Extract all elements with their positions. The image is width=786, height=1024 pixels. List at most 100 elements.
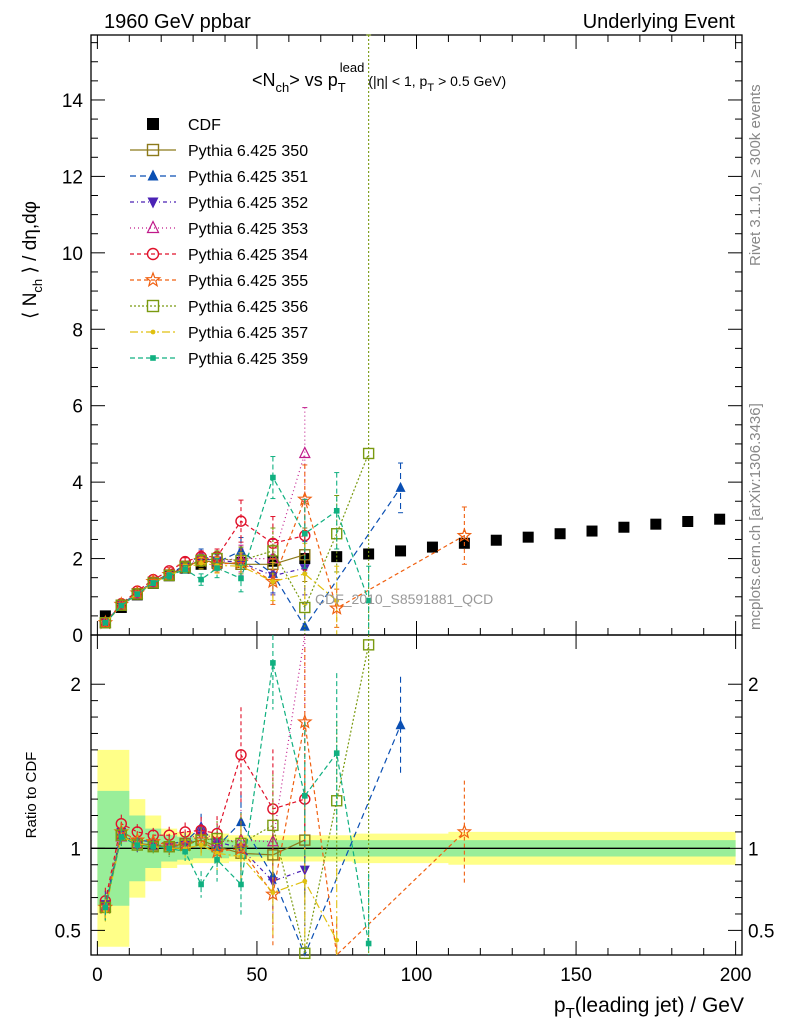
data-point [426,541,438,553]
legend-label: Pythia 6.425 357 [188,325,308,342]
ratio-panel: 0.5 0.5 1 1 2 2 0 50 100 150 200 [55,634,774,986]
header-right: Underlying Event [583,11,736,33]
data-point [395,481,406,492]
series-line [104,520,305,623]
data-point [182,566,188,573]
xtick-label: 0 [92,965,103,986]
ratio-point [214,857,220,863]
mcplots-label: mcplots.cern.ch [arXiv:1306.3436] [747,403,764,630]
legend-marker [146,220,160,234]
main-panel: 0 2 4 6 8 10 12 14 [62,34,743,647]
ratio-point [166,845,172,852]
ratio-ytick-label-right: 2 [748,675,759,696]
ratio-series-line [104,835,338,941]
main-ytick-label: 2 [72,550,83,571]
data-point [363,548,375,560]
legend-marker [150,329,156,335]
data-point [198,576,204,583]
ratio-ylabel: Ratio to CDF [23,752,40,839]
xtick-label: 150 [560,965,592,986]
legend-label: Pythia 6.425 355 [188,273,308,290]
main-ytick-label: 14 [62,91,84,112]
legend-label: Pythia 6.425 356 [188,299,308,316]
ratio-ytick-label: 1 [70,839,81,860]
data-point [99,617,112,629]
data-point [134,591,141,597]
data-point [166,572,172,579]
main-ytick-label: 6 [72,397,83,418]
ratio-point [365,940,372,947]
data-point [147,577,159,589]
ratio-point [299,947,311,960]
ratio-point [238,881,244,888]
legend-marker [146,143,160,157]
rivet-label: Rivet 3.1.10, ≥ 300k events [747,84,764,266]
ratio-point [198,881,204,888]
data-point [334,598,340,604]
legend-label: Pythia 6.425 351 [188,169,308,186]
main-ylabel-text: ⟨ Nch ⟩ / dη,dφ [20,201,45,319]
legend-marker [146,247,160,261]
legend-marker [147,197,159,209]
ratio-point [456,823,473,839]
main-ylabel: ⟨ Nch ⟩ / dη,dφ [20,201,45,319]
legend-label: Pythia 6.425 350 [188,143,308,160]
ratio-point [150,843,157,850]
data-point [267,545,279,557]
xlabel: pT(leading jet) / GeV [554,994,744,1022]
legend: CDF Pythia 6.425 350 Pythia 6.425 351 Pythi… [130,117,308,368]
data-point [299,564,310,575]
main-ytick-label: 12 [62,167,83,188]
data-point [235,515,247,527]
legend-marker [144,271,162,288]
data-point [270,579,276,584]
ratio-ytick-label-right: 0.5 [748,921,774,942]
data-point [238,575,244,582]
ratio-point [198,842,204,848]
ratio-point [134,842,141,848]
data-point [395,545,407,557]
xtick-label: 200 [720,965,752,986]
analysis-label: CDF_2010_S8591881_QCD [315,591,493,607]
data-point [522,531,534,543]
data-point [554,528,566,540]
legend-marker [146,299,160,313]
data-point [456,527,473,543]
ratio-ytick-label: 0.5 [55,921,81,942]
legend-label: Pythia 6.425 359 [188,351,308,368]
ratio-point [214,850,220,856]
data-point [365,597,372,604]
data-point [714,513,726,525]
data-point [131,588,143,600]
data-point [198,560,204,566]
ratio-point [118,834,125,840]
xtick-label: 100 [401,965,433,986]
data-point [214,565,220,571]
data-point [118,602,125,609]
ratio-ytick-label: 2 [70,675,81,696]
xtick-label: 50 [246,965,267,986]
data-point [102,619,109,626]
ratio-ytick-label-right: 1 [748,839,759,860]
main-title: <Nch> vs pTlead(|η| < 1, pT > 0.5 GeV) [252,60,506,95]
legend-marker [147,118,159,130]
data-point [302,571,308,577]
ratio-point [235,749,247,761]
data-point [302,530,308,537]
ratio-point [182,848,188,855]
ratio-point [362,639,375,651]
main-ytick-label: 4 [72,473,83,494]
legend-label: Pythia 6.425 352 [188,195,308,212]
ratio-series-line [104,753,305,901]
data-point [150,580,157,586]
ratio-point [334,937,340,943]
data-point [618,521,630,533]
ratio-point [102,904,109,911]
legend-label: Pythia 6.425 353 [188,221,308,238]
legend-marker [150,355,156,361]
ratio-series-line [104,634,306,908]
legend-label: Pythia 6.425 354 [188,247,308,264]
legend-label: CDF [188,117,221,134]
main-ytick-label: 0 [72,626,83,647]
